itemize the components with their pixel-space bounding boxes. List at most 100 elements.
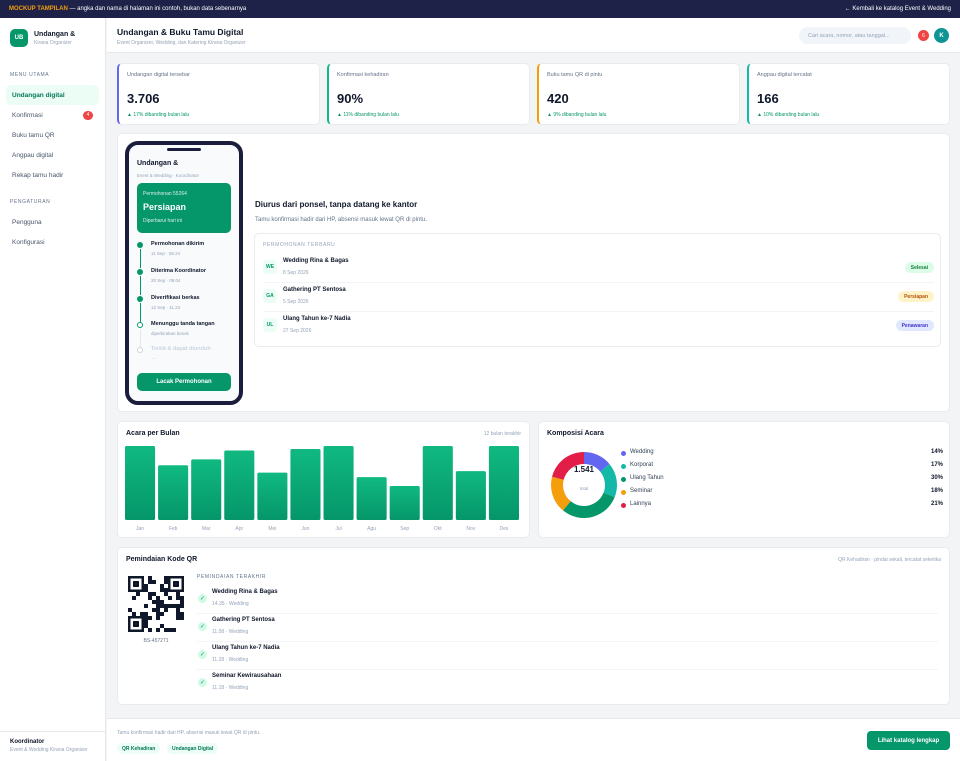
- brand-logo: UB: [10, 29, 28, 47]
- x-tick-label: Feb: [169, 526, 178, 532]
- x-tick-label: Jun: [301, 526, 309, 532]
- notification-badge[interactable]: 6: [918, 30, 929, 41]
- chip-qr-kehadiran: QR Kehadiran: [117, 743, 161, 754]
- brand-sub: Kirana Organizer: [34, 39, 72, 46]
- stat-label: Angpau digital tercatat: [757, 72, 812, 78]
- sidebar-item-label: Rekap tamu hadir: [12, 171, 64, 179]
- recent-scans-label: PEMINDAIAN TERAKHIR: [197, 574, 267, 580]
- avatar[interactable]: K: [934, 28, 949, 43]
- scan-title: Gathering PT Sentosa: [212, 617, 275, 623]
- request-row[interactable]: UL Ulang Tahun ke-7 Nadia 27 Sep 2026 Pe…: [263, 312, 934, 341]
- legend-percent: 21%: [930, 501, 943, 507]
- page-header: Undangan & Buku Tamu Digital Event Organ…: [107, 18, 960, 53]
- sidebar-user-info: Koordinator Event & Wedding Kirana Organ…: [0, 730, 106, 761]
- sidebar-item-rekap-tamu-hadir[interactable]: Rekap tamu hadir: [6, 165, 99, 185]
- stat-card-buku-tamu: Buku tamu QR di pintu 420 ▲ 9% dibanding…: [537, 63, 740, 125]
- sidebar-item-undangan-digital[interactable]: Undangan digital: [6, 85, 99, 105]
- stat-card-undangan: Undangan digital tersebar 3.706 ▲ 17% di…: [117, 63, 320, 125]
- sidebar-item-konfirmasi[interactable]: Konfirmasi 4: [6, 105, 99, 125]
- step-title: Terbit & dapat diunduh: [151, 346, 211, 352]
- status-badge: Persiapan: [898, 291, 934, 302]
- timeline-line: [139, 249, 141, 268]
- step-title: Permohonan dikirim: [151, 241, 205, 247]
- legend-swatch: [621, 464, 626, 469]
- request-row[interactable]: WE Wedding Rina & Bagas 8 Sep 2026 Seles…: [263, 254, 934, 283]
- sidebar-item-pengguna[interactable]: Pengguna: [6, 212, 99, 232]
- banner-notice: MOCKUP TAMPILAN — angka dan nama di hala…: [9, 6, 246, 12]
- donut-slice-seminar: [551, 476, 571, 511]
- legend-percent: 30%: [930, 475, 943, 481]
- donut-total: 1.541: [573, 465, 595, 474]
- phone-mockup: Undangan & Event & Wedding · Koordinator…: [125, 141, 243, 405]
- event-composition-card: Komposisi Acara 1.541 total Wedding 14% K…: [538, 421, 950, 538]
- scan-row[interactable]: ✓ Seminar Kewirausahaan 11.18 · Wedding: [197, 670, 938, 698]
- scan-row[interactable]: ✓ Ulang Tahun ke-7 Nadia 11.28 · Wedding: [197, 642, 938, 670]
- sidebar-item-label: Konfigurasi: [12, 238, 45, 246]
- donut-slice-wedding: [584, 452, 610, 472]
- request-row[interactable]: GA Gathering PT Sentosa 5 Sep 2026 Persi…: [263, 283, 934, 312]
- request-initials: GA: [263, 289, 277, 303]
- request-initials: UL: [263, 318, 277, 332]
- sidebar-item-buku-tamu-qr[interactable]: Buku tamu QR: [6, 125, 99, 145]
- legend-item: Seminar 18%: [621, 488, 943, 498]
- donut-slice-lainnya: [552, 452, 584, 480]
- step-current-dot: [137, 322, 143, 328]
- request-date: 8 Sep 2026: [283, 270, 309, 276]
- qr-card-title: Pemindaian Kode QR: [126, 556, 198, 563]
- bar-sep: [389, 485, 420, 520]
- stat-label: Buku tamu QR di pintu: [547, 72, 603, 78]
- sidebar-item-label: Pengguna: [12, 218, 42, 226]
- sidebar-item-angpau-digital[interactable]: Angpau digital: [6, 145, 99, 165]
- status-badge: Penawaran: [895, 320, 934, 331]
- request-title: Wedding Rina & Bagas: [283, 258, 349, 264]
- donut-slice-ulang-tahun: [562, 492, 615, 518]
- footer-text: Tamu konfirmasi hadir dari HP, absensi m…: [117, 730, 261, 736]
- legend-percent: 18%: [930, 488, 943, 494]
- bar-jul: [323, 446, 354, 520]
- stat-change: ▲ 11% dibanding bulan lalu: [337, 112, 399, 118]
- qr-scan-card: Pemindaian Kode QR QR Kehadiran · pindai…: [117, 547, 950, 705]
- bar-feb: [158, 465, 189, 520]
- scan-meta: 11.28 · Wedding: [212, 657, 249, 663]
- step-date: —: [151, 356, 156, 361]
- request-updated: Diperbarui hari ini: [143, 218, 183, 224]
- back-to-catalog-link[interactable]: ← Kembali ke katalog Event & Wedding: [844, 6, 951, 12]
- donut-chart-title: Komposisi Acara: [547, 430, 604, 437]
- view-catalog-button[interactable]: Lihat katalog lengkap: [867, 731, 950, 750]
- scan-title: Ulang Tahun ke-7 Nadia: [212, 645, 280, 651]
- x-tick-label: Sep: [400, 526, 409, 532]
- bar-des: [488, 446, 519, 520]
- track-request-button[interactable]: Lacak Permohonan: [137, 373, 231, 391]
- sidebar-item-label: Angpau digital: [12, 151, 54, 159]
- scan-row[interactable]: ✓ Wedding Rina & Bagas 14.35 · Wedding: [197, 586, 938, 614]
- brand[interactable]: UB Undangan & Kirana Organizer: [0, 18, 105, 58]
- scan-row[interactable]: ✓ Gathering PT Sentosa 11.58 · Wedding: [197, 614, 938, 642]
- step-done-dot: [137, 269, 143, 275]
- legend-swatch: [621, 477, 626, 482]
- sidebar-item-konfigurasi[interactable]: Konfigurasi: [6, 232, 99, 252]
- stat-value: 166: [757, 91, 779, 106]
- banner-text: — angka dan nama di halaman ini contoh, …: [67, 6, 247, 12]
- x-tick-label: Mei: [268, 526, 276, 532]
- request-date: 5 Sep 2026: [283, 299, 309, 305]
- donut-total-label: total: [579, 486, 589, 491]
- status-badge: Selesai: [904, 262, 934, 273]
- sidebar-item-label: Undangan digital: [12, 91, 65, 99]
- stat-label: Undangan digital tersebar: [127, 72, 190, 78]
- legend-item: Ulang Tahun 30%: [621, 475, 943, 485]
- stat-card-angpau: Angpau digital tercatat 166 ▲ 10% diband…: [747, 63, 950, 125]
- request-status: Persiapan: [143, 202, 187, 212]
- legend-item: Lainnya 21%: [621, 501, 943, 511]
- events-per-month-card: Acara per Bulan 12 bulan terakhir Jan Feb…: [117, 421, 530, 538]
- stat-value: 90%: [337, 91, 364, 106]
- legend-item: Korporat 17%: [621, 462, 943, 472]
- main-menu-label: MENU UTAMA: [10, 72, 50, 78]
- x-tick-label: Apr: [235, 526, 243, 532]
- scan-meta: 11.18 · Wedding: [212, 685, 249, 691]
- bar-jan: [125, 446, 156, 520]
- page-subtitle: Event Organizer, Wedding, dan Katering K…: [117, 40, 246, 46]
- sidebar: UB Undangan & Kirana Organizer MENU UTAM…: [0, 18, 106, 761]
- search-input[interactable]: Cari acara, nomor, atau tanggal...: [799, 27, 911, 44]
- check-icon: ✓: [198, 594, 207, 603]
- legend-name: Ulang Tahun: [630, 475, 664, 481]
